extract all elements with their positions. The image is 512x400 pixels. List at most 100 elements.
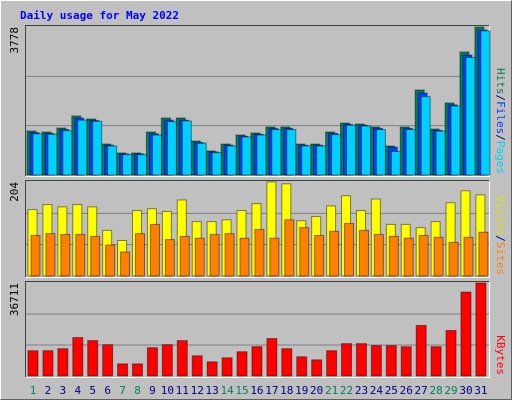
bar	[475, 282, 487, 377]
bar	[62, 130, 73, 176]
panel-edge-dark	[25, 180, 490, 278]
legend-entry: Files	[494, 101, 507, 134]
bar	[344, 222, 355, 277]
bar	[435, 130, 446, 176]
legend: Visits/Sites	[494, 196, 507, 276]
bar	[120, 251, 131, 277]
bar	[146, 347, 158, 377]
bar	[415, 324, 427, 377]
bar	[161, 344, 173, 377]
bar	[405, 129, 416, 176]
bar	[341, 343, 353, 377]
bar	[311, 359, 323, 377]
x-tick-label: 28	[429, 384, 442, 397]
x-tick-label: 12	[191, 384, 204, 397]
x-tick-label: 1	[30, 384, 37, 397]
x-tick-label: 13	[206, 384, 219, 397]
x-tick-label: 10	[161, 384, 174, 397]
legend-entry: Hits	[494, 68, 507, 95]
chart-title: Daily usage for May 2022	[20, 9, 179, 22]
bar	[151, 134, 162, 176]
legend-separator: /	[494, 95, 507, 102]
bar	[448, 241, 459, 277]
y-max-label: 3778	[8, 27, 21, 54]
panel-edge-dark	[25, 281, 490, 378]
bar	[196, 142, 207, 176]
bar	[87, 340, 99, 377]
bar	[45, 233, 56, 277]
bar	[375, 129, 386, 176]
bar	[403, 237, 414, 277]
bar	[32, 133, 43, 176]
bar	[221, 357, 233, 377]
bar	[390, 150, 401, 176]
bar	[241, 136, 252, 176]
bar	[30, 234, 41, 277]
bar	[194, 237, 205, 277]
legend-entry: Pages	[494, 141, 507, 174]
x-tick-label: 20	[310, 384, 323, 397]
y-max-label: 36711	[8, 283, 21, 316]
bar	[326, 350, 338, 377]
bar	[47, 133, 58, 176]
bar	[179, 235, 190, 277]
bar	[226, 145, 237, 176]
legend: KBytes	[494, 335, 507, 375]
bar	[331, 134, 342, 176]
bar	[166, 121, 177, 176]
bar	[271, 129, 282, 176]
bar	[90, 235, 101, 277]
bar	[181, 120, 192, 176]
bar	[388, 235, 399, 277]
bar	[346, 124, 357, 176]
bar	[132, 363, 144, 377]
bar	[107, 145, 118, 176]
y-max-label: 204	[8, 182, 21, 202]
bar	[281, 348, 293, 377]
x-tick-label: 6	[104, 384, 111, 397]
bar	[102, 344, 114, 377]
panel-edge-light	[25, 180, 490, 278]
legend-entry: KBytes	[494, 335, 507, 375]
panel-edge-dark	[25, 25, 490, 177]
bar	[164, 239, 175, 277]
x-tick-label: 8	[134, 384, 141, 397]
x-tick-label: 27	[415, 384, 428, 397]
x-tick-label: 3	[60, 384, 67, 397]
bar	[75, 234, 86, 277]
bar	[251, 346, 263, 377]
bar	[122, 154, 133, 176]
x-tick-label: 9	[149, 384, 156, 397]
legend-entry: Sites	[494, 242, 507, 275]
bar	[191, 355, 203, 377]
legend-entry: Visits	[494, 196, 507, 236]
bar	[450, 105, 461, 176]
bar	[480, 30, 491, 176]
legend: Hits/Files/Pages	[494, 68, 507, 174]
bar	[256, 134, 267, 176]
bar	[316, 145, 327, 176]
bar	[254, 228, 265, 277]
bar	[463, 236, 474, 277]
x-tick-label: 16	[250, 384, 263, 397]
bar	[135, 233, 146, 277]
bar	[92, 120, 103, 176]
bar	[42, 350, 54, 377]
bar	[266, 338, 278, 377]
bar	[209, 234, 220, 277]
x-tick-label: 22	[340, 384, 353, 397]
bar	[269, 237, 280, 277]
bar	[433, 236, 444, 277]
x-tick-label: 7	[119, 384, 126, 397]
bar	[72, 337, 84, 377]
bar	[57, 348, 69, 377]
bar	[211, 152, 222, 176]
bar	[430, 346, 442, 377]
bar	[329, 230, 340, 277]
bar	[236, 351, 248, 377]
bar	[370, 345, 382, 377]
x-tick-label: 11	[176, 384, 189, 397]
x-tick-label: 2	[45, 384, 52, 397]
bar	[373, 234, 384, 277]
